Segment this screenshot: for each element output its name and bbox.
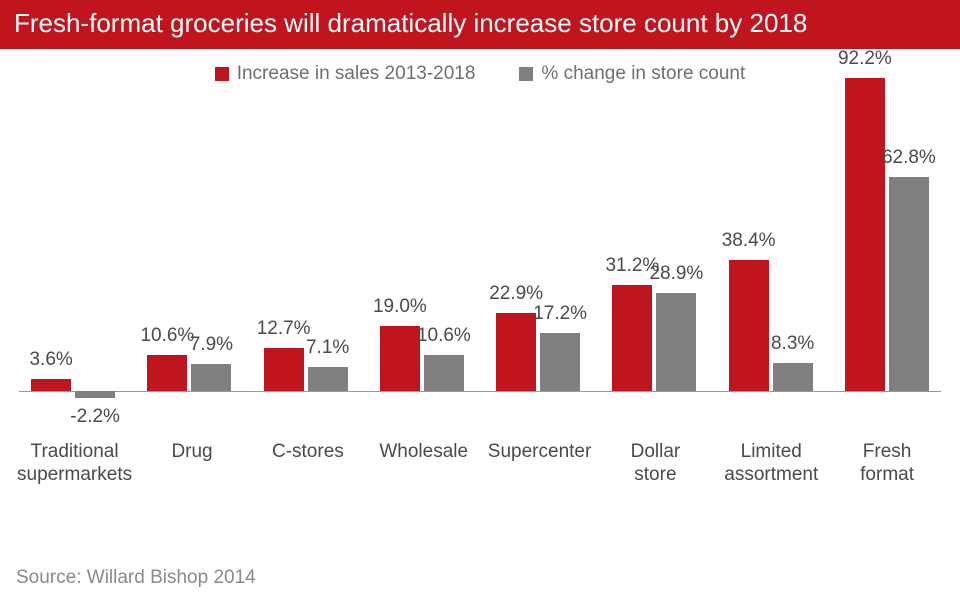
bar-series1 xyxy=(31,379,71,391)
bar-series2 xyxy=(424,355,464,391)
bar-series1 xyxy=(380,326,420,391)
legend: Increase in sales 2013-2018 % change in … xyxy=(0,49,960,91)
bar-value-label: 19.0% xyxy=(373,296,427,322)
bar-value-label: 17.2% xyxy=(533,303,587,329)
x-axis-label: Drug xyxy=(134,441,250,487)
bar-wrap: 12.7% xyxy=(264,91,304,431)
chart-page: Fresh-format groceries will dramatically… xyxy=(0,0,960,599)
bar-wrap: 10.6% xyxy=(147,91,187,431)
legend-label-series2: % change in store count xyxy=(541,63,745,85)
bar-series1 xyxy=(729,260,769,391)
bar-wrap: 7.9% xyxy=(191,91,231,431)
bar-value-label: 10.6% xyxy=(417,325,471,351)
x-labels: TraditionalsupermarketsDrugC-storesWhole… xyxy=(15,441,945,487)
bar-value-label: 92.2% xyxy=(838,48,892,74)
bar-value-label: 62.8% xyxy=(882,147,936,173)
bar-wrap: 19.0% xyxy=(380,91,420,431)
x-axis-label: Traditionalsupermarkets xyxy=(15,441,134,487)
bar-wrap: 3.6% xyxy=(31,91,71,431)
bar-value-label: 12.7% xyxy=(257,318,311,344)
bar-value-label: 10.6% xyxy=(140,325,194,351)
bar-value-label: 7.1% xyxy=(306,337,349,363)
bar-wrap: 31.2% xyxy=(612,91,652,431)
legend-item-series1: Increase in sales 2013-2018 xyxy=(215,63,476,85)
legend-swatch-series2 xyxy=(519,67,533,81)
bar-wrap: 38.4% xyxy=(729,91,769,431)
x-axis-label: Freshformat xyxy=(829,441,945,487)
x-axis-label: Limitedassortment xyxy=(713,441,829,487)
bar-value-label: 28.9% xyxy=(649,263,703,289)
bar-value-label: 7.9% xyxy=(190,334,233,360)
source-text: Source: Willard Bishop 2014 xyxy=(16,567,256,589)
bar-series2 xyxy=(191,364,231,391)
bar-wrap: 92.2% xyxy=(845,91,885,431)
x-axis-label: C-stores xyxy=(250,441,366,487)
bar-series2 xyxy=(75,391,115,398)
x-axis-label: Supercenter xyxy=(482,441,598,487)
chart-area: 3.6%-2.2%10.6%7.9%12.7%7.1%19.0%10.6%22.… xyxy=(15,91,945,511)
bar-series2 xyxy=(773,363,813,391)
bar-wrap: 10.6% xyxy=(424,91,464,431)
bar-wrap: 7.1% xyxy=(308,91,348,431)
legend-item-series2: % change in store count xyxy=(519,63,745,85)
bar-wrap: 17.2% xyxy=(540,91,580,431)
bar-value-label: 8.3% xyxy=(771,333,814,359)
bar-wrap: 22.9% xyxy=(496,91,536,431)
bar-value-label: 3.6% xyxy=(29,349,72,375)
bar-series2 xyxy=(889,177,929,391)
bar-series1 xyxy=(147,355,187,391)
bar-value-label: -2.2% xyxy=(70,402,120,428)
bar-series1 xyxy=(264,348,304,391)
bar-series1 xyxy=(496,313,536,391)
bar-series1 xyxy=(612,285,652,391)
x-axis-label: Dollarstore xyxy=(597,441,713,487)
chart-title: Fresh-format groceries will dramatically… xyxy=(0,0,960,49)
bar-wrap: 8.3% xyxy=(773,91,813,431)
legend-label-series1: Increase in sales 2013-2018 xyxy=(237,63,476,85)
bar-value-label: 38.4% xyxy=(722,230,776,256)
bar-series2 xyxy=(540,333,580,391)
x-axis-label: Wholesale xyxy=(366,441,482,487)
bar-series2 xyxy=(308,367,348,391)
bar-series1 xyxy=(845,78,885,391)
legend-swatch-series1 xyxy=(215,67,229,81)
bar-wrap: -2.2% xyxy=(75,91,115,431)
bar-series2 xyxy=(656,293,696,391)
bar-wrap: 62.8% xyxy=(889,91,929,431)
bar-wrap: 28.9% xyxy=(656,91,696,431)
